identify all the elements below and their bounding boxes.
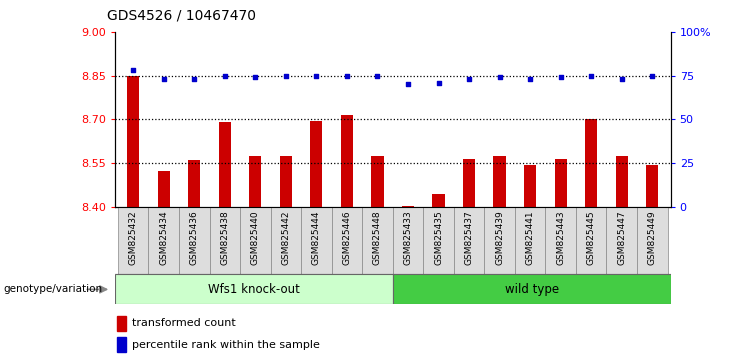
Bar xyxy=(515,207,545,274)
Bar xyxy=(393,207,423,274)
Bar xyxy=(179,207,210,274)
Text: GSM825441: GSM825441 xyxy=(525,210,535,265)
Point xyxy=(127,68,139,73)
Bar xyxy=(362,207,393,274)
Bar xyxy=(554,159,567,207)
Bar xyxy=(341,115,353,207)
Point xyxy=(158,76,170,82)
Point xyxy=(463,76,475,82)
Point xyxy=(646,73,658,79)
Text: GSM825434: GSM825434 xyxy=(159,210,168,265)
Text: GSM825442: GSM825442 xyxy=(282,210,290,265)
Text: wild type: wild type xyxy=(505,283,559,296)
Text: GSM825440: GSM825440 xyxy=(250,210,260,265)
Bar xyxy=(240,207,270,274)
Text: Wfs1 knock-out: Wfs1 knock-out xyxy=(208,283,299,296)
Point xyxy=(280,73,292,79)
Bar xyxy=(637,207,668,274)
Bar xyxy=(332,207,362,274)
Point xyxy=(219,73,230,79)
Point xyxy=(494,75,505,80)
Text: GSM825436: GSM825436 xyxy=(190,210,199,265)
Bar xyxy=(210,207,240,274)
Point xyxy=(341,73,353,79)
Text: GSM825433: GSM825433 xyxy=(404,210,413,265)
Text: GSM825439: GSM825439 xyxy=(495,210,504,265)
Point xyxy=(402,81,414,87)
Text: GSM825445: GSM825445 xyxy=(587,210,596,265)
Point xyxy=(616,76,628,82)
Bar xyxy=(310,121,322,207)
Point xyxy=(555,75,567,80)
Point xyxy=(585,73,597,79)
Bar xyxy=(188,160,200,207)
Bar xyxy=(219,122,231,207)
Bar xyxy=(402,206,414,207)
Bar xyxy=(249,156,262,207)
Point xyxy=(188,76,200,82)
Bar xyxy=(433,194,445,207)
Bar xyxy=(301,207,332,274)
Text: GSM825432: GSM825432 xyxy=(129,210,138,265)
Text: GSM825444: GSM825444 xyxy=(312,210,321,265)
Bar xyxy=(545,207,576,274)
Bar xyxy=(148,207,179,274)
Bar xyxy=(463,159,475,207)
Bar xyxy=(127,76,139,207)
Text: GSM825435: GSM825435 xyxy=(434,210,443,265)
Point xyxy=(310,73,322,79)
Bar xyxy=(115,274,393,304)
Bar xyxy=(423,207,453,274)
Text: transformed count: transformed count xyxy=(132,318,236,329)
Text: GSM825443: GSM825443 xyxy=(556,210,565,265)
Bar xyxy=(606,207,637,274)
Bar xyxy=(524,165,536,207)
Bar xyxy=(117,316,126,331)
Bar xyxy=(280,156,292,207)
Text: GSM825449: GSM825449 xyxy=(648,210,657,265)
Bar xyxy=(453,207,485,274)
Bar xyxy=(117,337,126,352)
Point xyxy=(250,75,262,80)
Text: GDS4526 / 10467470: GDS4526 / 10467470 xyxy=(107,9,256,23)
Text: genotype/variation: genotype/variation xyxy=(4,284,103,295)
Text: GSM825438: GSM825438 xyxy=(220,210,229,265)
Point xyxy=(371,73,383,79)
Text: GSM825437: GSM825437 xyxy=(465,210,473,265)
Bar xyxy=(118,207,148,274)
Bar xyxy=(576,207,606,274)
Bar xyxy=(494,156,505,207)
Text: percentile rank within the sample: percentile rank within the sample xyxy=(132,339,319,350)
Bar xyxy=(371,156,384,207)
Text: GSM825447: GSM825447 xyxy=(617,210,626,265)
Text: GSM825448: GSM825448 xyxy=(373,210,382,265)
Point xyxy=(524,76,536,82)
Bar xyxy=(393,274,671,304)
Point xyxy=(433,80,445,86)
Bar xyxy=(485,207,515,274)
Bar xyxy=(270,207,301,274)
Bar xyxy=(158,171,170,207)
Text: GSM825446: GSM825446 xyxy=(342,210,351,265)
Bar xyxy=(585,120,597,207)
Bar xyxy=(646,165,659,207)
Bar xyxy=(616,156,628,207)
